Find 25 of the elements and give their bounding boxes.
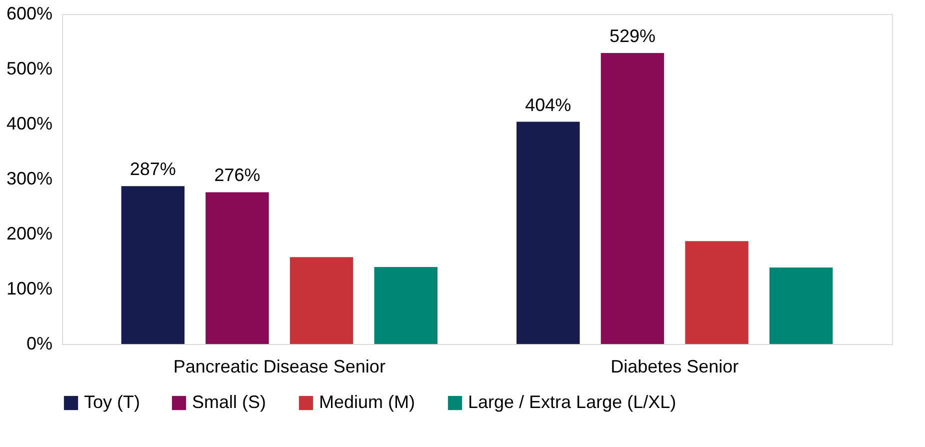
bar bbox=[121, 186, 185, 344]
legend-label: Large / Extra Large (L/XL) bbox=[468, 392, 676, 412]
data-label: 276% bbox=[214, 165, 260, 186]
y-tick-label: 500% bbox=[6, 58, 52, 78]
legend-label: Toy (T) bbox=[84, 392, 140, 412]
bar bbox=[206, 192, 269, 344]
y-tick-label: 0% bbox=[26, 334, 52, 354]
data-label: 404% bbox=[525, 94, 572, 115]
bar bbox=[769, 268, 833, 344]
legend-label: Medium (M) bbox=[319, 392, 416, 412]
data-label: 529% bbox=[609, 26, 656, 46]
y-tick-label: 100% bbox=[6, 278, 52, 298]
data-label: 287% bbox=[130, 159, 176, 180]
bar bbox=[516, 122, 580, 344]
x-tick-label: Diabetes Senior bbox=[610, 356, 739, 376]
bar bbox=[600, 53, 664, 344]
legend-label: Small (S) bbox=[192, 392, 266, 412]
bar bbox=[290, 257, 354, 344]
bar bbox=[374, 267, 438, 344]
x-tick-label: Pancreatic Disease Senior bbox=[173, 356, 386, 376]
y-tick-label: 200% bbox=[6, 224, 52, 244]
y-tick-label: 300% bbox=[6, 168, 52, 188]
y-tick-label: 400% bbox=[6, 114, 52, 134]
bar bbox=[685, 241, 748, 344]
y-tick-label: 600% bbox=[6, 4, 52, 24]
